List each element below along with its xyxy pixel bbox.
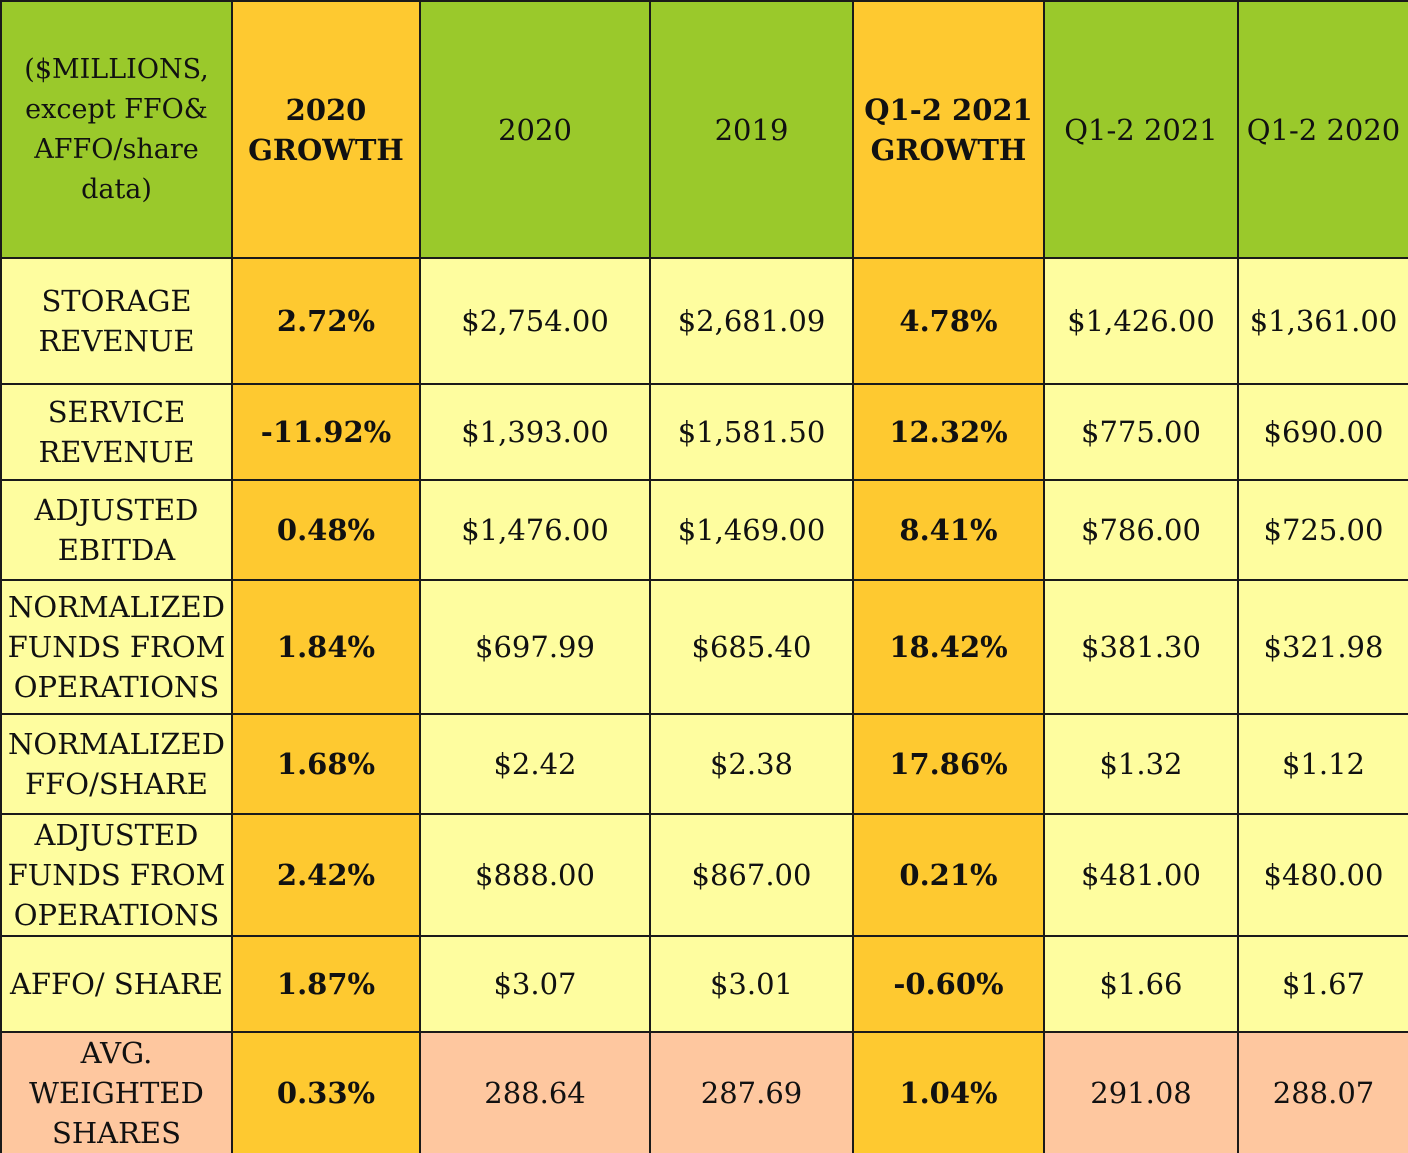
value-cell: $888.00 xyxy=(419,813,651,937)
q12-2021-header: Q1-2 2021 xyxy=(1043,0,1239,259)
value-cell: $1.67 xyxy=(1237,935,1408,1033)
row-label: SERVICE REVENUE xyxy=(0,383,233,481)
value-cell: $480.00 xyxy=(1237,813,1408,937)
value-cell: $1,361.00 xyxy=(1237,257,1408,385)
value-cell: $1.32 xyxy=(1043,713,1239,815)
value-cell: $321.98 xyxy=(1237,579,1408,715)
q12-2020-header: Q1-2 2020 xyxy=(1237,0,1408,259)
growth-cell: 0.33% xyxy=(231,1031,421,1153)
row-label: ADJUSTED FUNDS FROM OPERATIONS xyxy=(0,813,233,937)
growth-2020-header: 2020 GROWTH xyxy=(231,0,421,259)
growth-cell: 8.41% xyxy=(852,479,1045,581)
year-2019-header: 2019 xyxy=(649,0,854,259)
value-cell: $685.40 xyxy=(649,579,854,715)
growth-cell: 0.48% xyxy=(231,479,421,581)
growth-cell: 0.21% xyxy=(852,813,1045,937)
growth-cell: 18.42% xyxy=(852,579,1045,715)
row-label: AVG. WEIGHTED SHARES xyxy=(0,1031,233,1153)
growth-cell: 1.68% xyxy=(231,713,421,815)
value-cell: 287.69 xyxy=(649,1031,854,1153)
table-row: AFFO/ SHARE 1.87% $3.07 $3.01 -0.60% $1.… xyxy=(0,935,1408,1033)
value-cell: $775.00 xyxy=(1043,383,1239,481)
growth-q12-2021-header: Q1-2 2021 GROWTH xyxy=(852,0,1045,259)
value-cell: $1,393.00 xyxy=(419,383,651,481)
growth-cell: -11.92% xyxy=(231,383,421,481)
growth-cell: 17.86% xyxy=(852,713,1045,815)
value-cell: $697.99 xyxy=(419,579,651,715)
value-cell: $1,426.00 xyxy=(1043,257,1239,385)
table-row: SERVICE REVENUE -11.92% $1,393.00 $1,581… xyxy=(0,383,1408,481)
value-cell: $1,476.00 xyxy=(419,479,651,581)
value-cell: $725.00 xyxy=(1237,479,1408,581)
growth-cell: 1.87% xyxy=(231,935,421,1033)
value-cell: $690.00 xyxy=(1237,383,1408,481)
growth-cell: -0.60% xyxy=(852,935,1045,1033)
table-row: ADJUSTED FUNDS FROM OPERATIONS 2.42% $88… xyxy=(0,813,1408,937)
value-cell: $481.00 xyxy=(1043,813,1239,937)
year-2020-header: 2020 xyxy=(419,0,651,259)
units-header: ($MILLIONS, except FFO& AFFO/share data) xyxy=(0,0,233,259)
row-label: NORMALIZED FFO/SHARE xyxy=(0,713,233,815)
value-cell: 291.08 xyxy=(1043,1031,1239,1153)
growth-cell: 1.84% xyxy=(231,579,421,715)
table-row: ADJUSTED EBITDA 0.48% $1,476.00 $1,469.0… xyxy=(0,479,1408,581)
value-cell: $2.38 xyxy=(649,713,854,815)
value-cell: $1.12 xyxy=(1237,713,1408,815)
growth-cell: 1.04% xyxy=(852,1031,1045,1153)
growth-cell: 4.78% xyxy=(852,257,1045,385)
table-row: AVG. WEIGHTED SHARES 0.33% 288.64 287.69… xyxy=(0,1031,1408,1153)
value-cell: $786.00 xyxy=(1043,479,1239,581)
value-cell: $3.07 xyxy=(419,935,651,1033)
value-cell: 288.07 xyxy=(1237,1031,1408,1153)
header-row: ($MILLIONS, except FFO& AFFO/share data)… xyxy=(0,0,1408,259)
row-label: AFFO/ SHARE xyxy=(0,935,233,1033)
table-row: NORMALIZED FFO/SHARE 1.68% $2.42 $2.38 1… xyxy=(0,713,1408,815)
value-cell: $2.42 xyxy=(419,713,651,815)
value-cell: $1,581.50 xyxy=(649,383,854,481)
row-label: STORAGE REVENUE xyxy=(0,257,233,385)
table-row: STORAGE REVENUE 2.72% $2,754.00 $2,681.0… xyxy=(0,257,1408,385)
value-cell: $867.00 xyxy=(649,813,854,937)
table-row: NORMALIZED FUNDS FROM OPERATIONS 1.84% $… xyxy=(0,579,1408,715)
row-label: NORMALIZED FUNDS FROM OPERATIONS xyxy=(0,579,233,715)
value-cell: $1,469.00 xyxy=(649,479,854,581)
value-cell: $3.01 xyxy=(649,935,854,1033)
value-cell: 288.64 xyxy=(419,1031,651,1153)
value-cell: $2,681.09 xyxy=(649,257,854,385)
growth-cell: 12.32% xyxy=(852,383,1045,481)
value-cell: $381.30 xyxy=(1043,579,1239,715)
row-label: ADJUSTED EBITDA xyxy=(0,479,233,581)
value-cell: $2,754.00 xyxy=(419,257,651,385)
value-cell: $1.66 xyxy=(1043,935,1239,1033)
growth-cell: 2.72% xyxy=(231,257,421,385)
growth-cell: 2.42% xyxy=(231,813,421,937)
